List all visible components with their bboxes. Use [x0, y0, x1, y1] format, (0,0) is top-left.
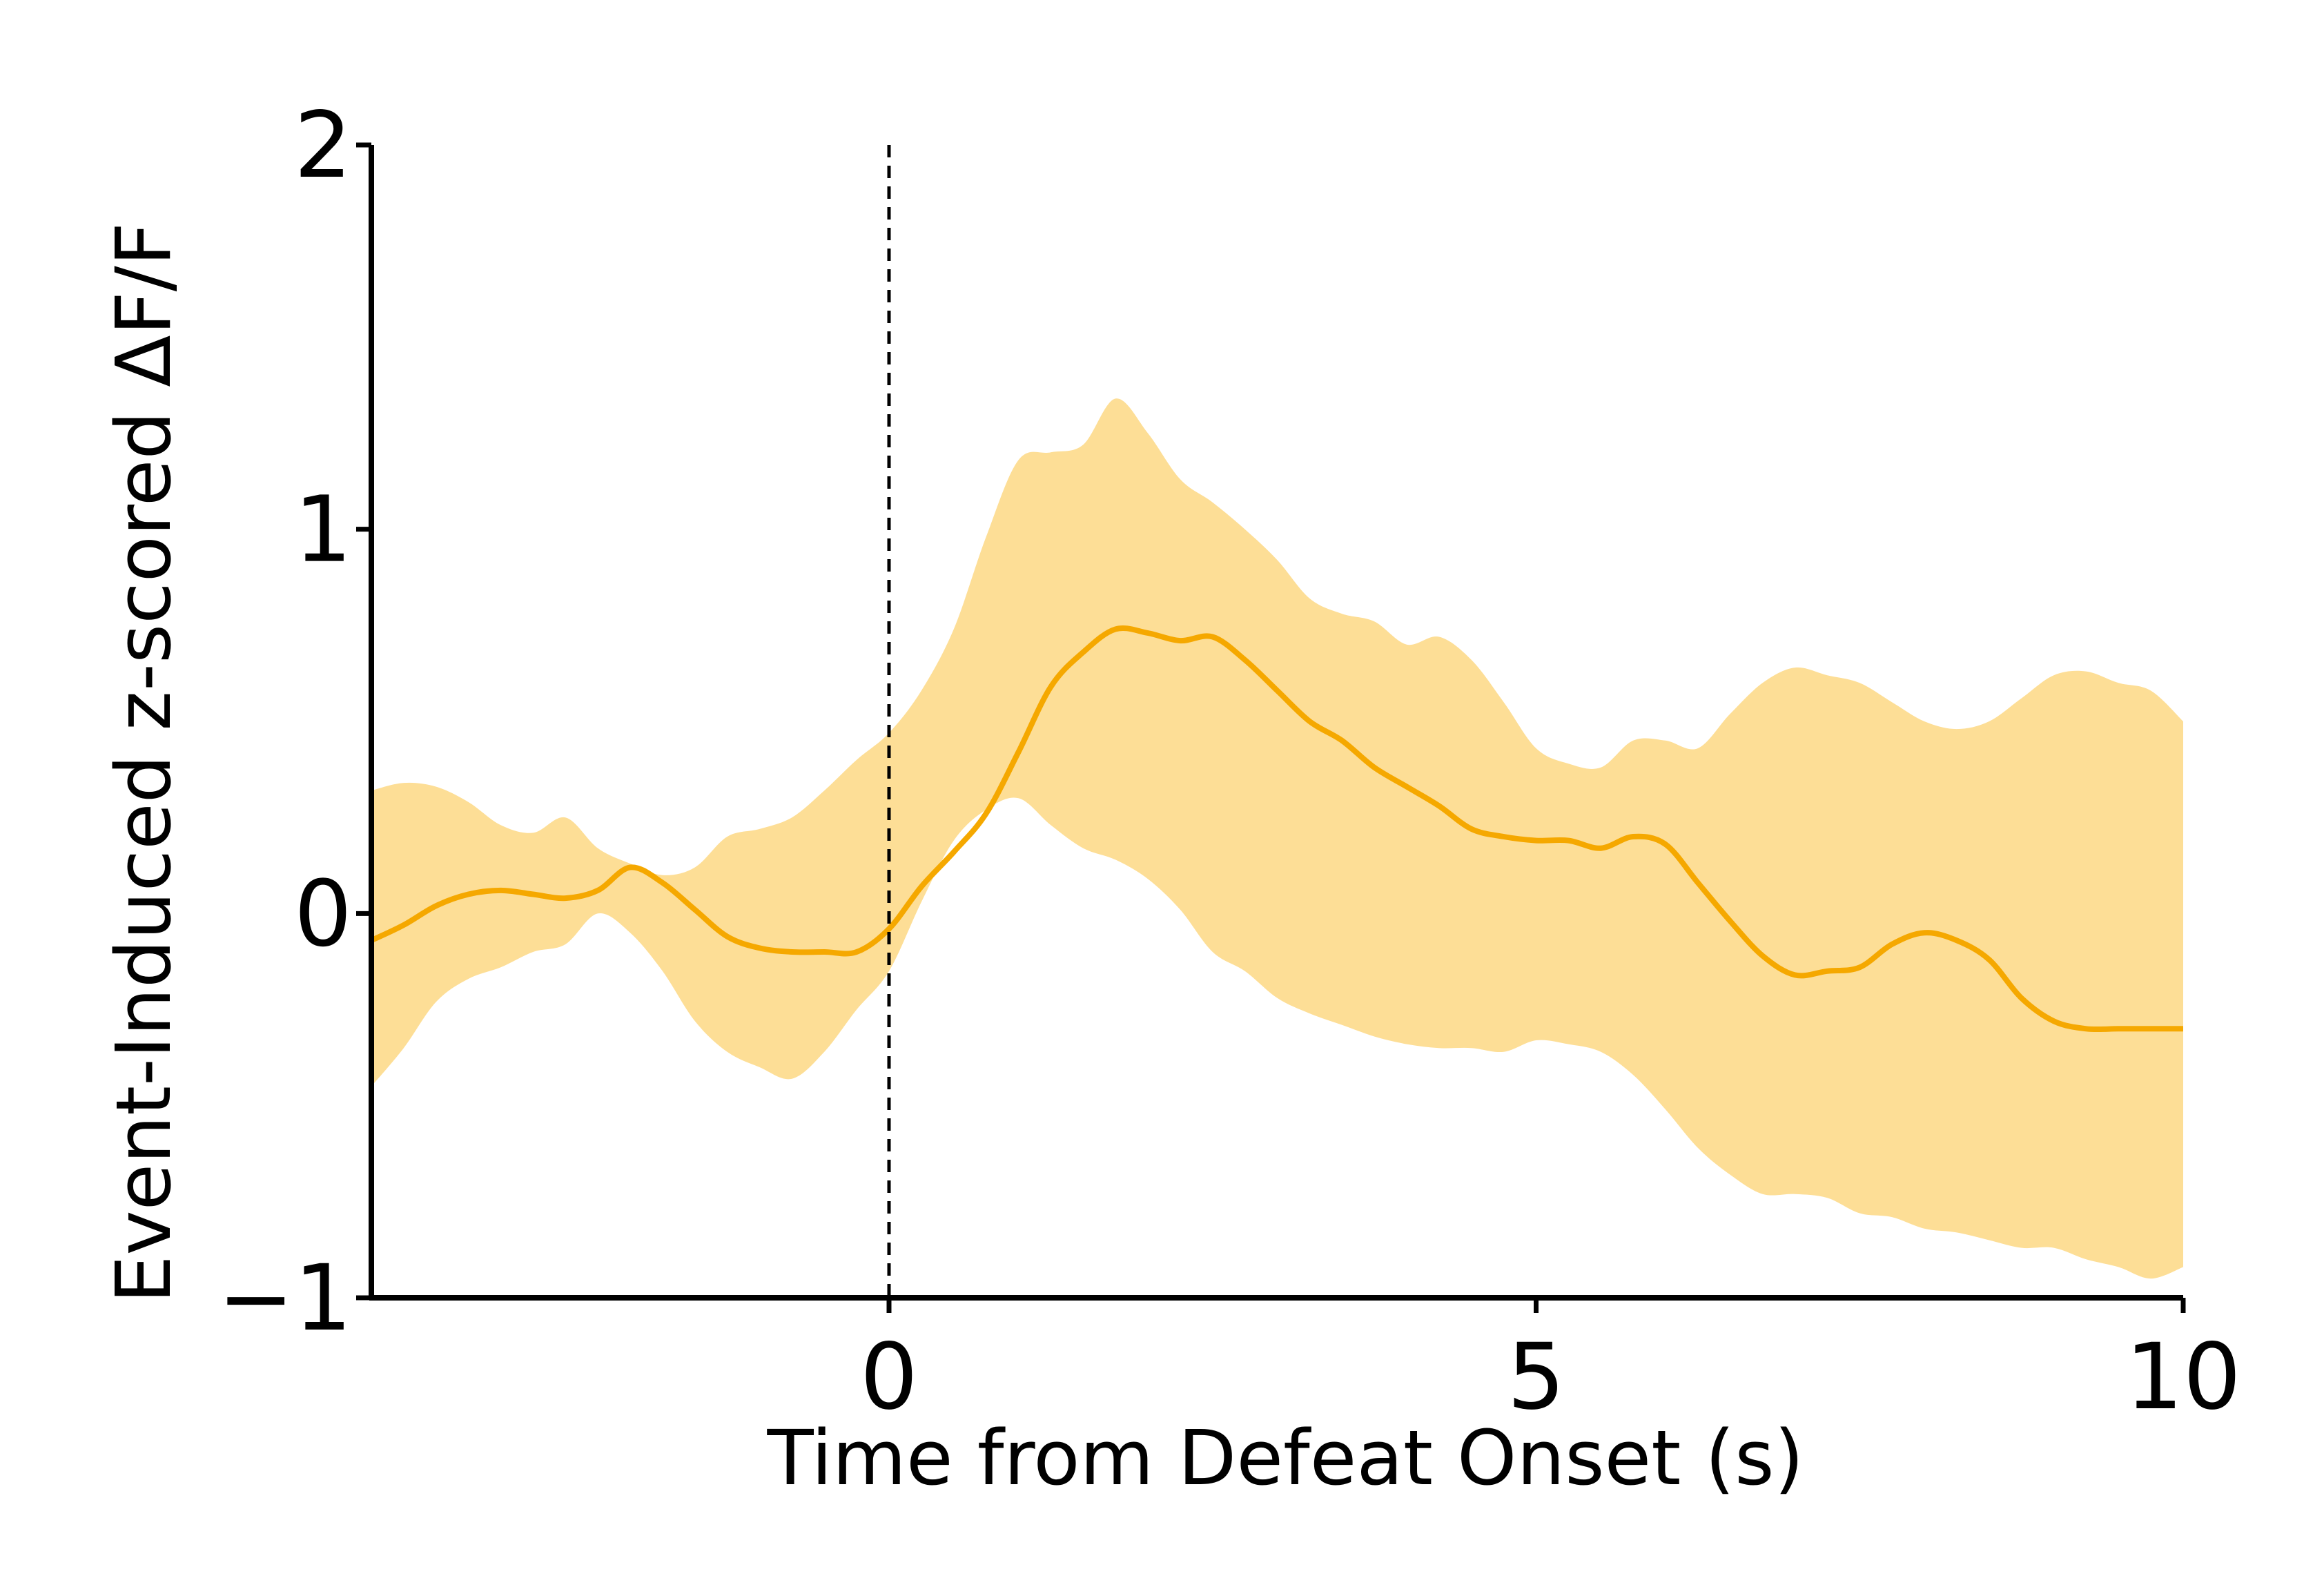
axes: −1 0 1 2 0 5 10: [217, 93, 2241, 1430]
x-tick-label: 0: [860, 1324, 918, 1430]
y-axis-label: Event-Induced z-scored ΔF/F: [99, 222, 188, 1303]
mean-line: [370, 625, 2183, 1033]
confidence-band: [371, 398, 2183, 1279]
plot-area: [370, 145, 2183, 1298]
y-tick-label: −1: [217, 1245, 352, 1352]
x-tick-label: 10: [2125, 1324, 2241, 1430]
y-tick-label: 1: [294, 477, 352, 583]
y-tick-label: 0: [294, 861, 352, 967]
y-tick-label: 2: [294, 93, 352, 199]
x-axis-label: Time from Defeat Onset (s): [767, 1414, 1804, 1502]
x-tick-label: 5: [1507, 1324, 1565, 1430]
